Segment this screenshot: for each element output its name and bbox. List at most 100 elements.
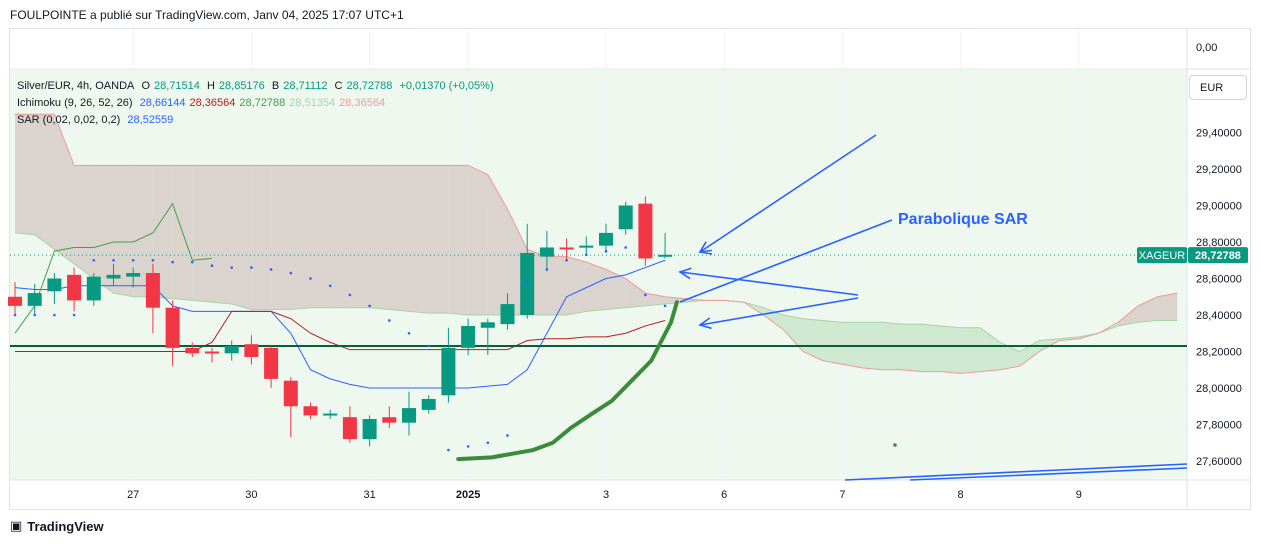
candle-body bbox=[599, 232, 613, 246]
ichimoku-value: 28,36564 bbox=[339, 97, 386, 109]
cloud-segment bbox=[15, 114, 35, 235]
y-tick-label: 28,60000 bbox=[1196, 274, 1242, 286]
ichimoku-cloud bbox=[15, 114, 1178, 374]
ichimoku-value: 28,66144 bbox=[139, 97, 186, 109]
tradingview-logo[interactable]: ▣ TradingView bbox=[10, 518, 104, 534]
chikou-span-line bbox=[14, 202, 213, 334]
cloud-segment bbox=[310, 165, 331, 308]
sar-dot bbox=[447, 448, 450, 452]
candle-body bbox=[441, 347, 456, 396]
cloud-segment bbox=[231, 165, 252, 310]
y-tick-label: 29,40000 bbox=[1196, 128, 1242, 140]
cloud-segment bbox=[93, 165, 114, 294]
cloud-segment bbox=[428, 165, 449, 314]
sar-dot bbox=[585, 253, 588, 257]
cloud-segment bbox=[546, 256, 567, 315]
sar-dot bbox=[250, 266, 253, 269]
candle-body bbox=[638, 203, 653, 259]
candle-body bbox=[500, 304, 515, 325]
sar-dot bbox=[328, 284, 332, 288]
annotation-arrowhead-tail bbox=[699, 251, 713, 255]
legend-ichimoku-row[interactable]: Ichimoku (9, 26, 52, 26) 28,66144 28,3656… bbox=[17, 97, 393, 109]
sar-dot bbox=[112, 258, 115, 262]
sar-dot bbox=[466, 445, 470, 448]
cloud-segment bbox=[921, 324, 941, 372]
annotation-green-dot bbox=[893, 443, 897, 447]
legend-symbol-row: Silver/EUR, 4h, OANDA O 28,71514 H 28,8517… bbox=[17, 80, 498, 92]
candle-body bbox=[579, 245, 594, 248]
candle-body bbox=[539, 247, 554, 257]
cloud-segment bbox=[113, 165, 134, 297]
sar-dot bbox=[289, 271, 293, 275]
legend-symbol: Silver/EUR, 4h, OANDA bbox=[17, 80, 135, 92]
axes: 0,00 29,40000 29,20000 29,00000 28,80000 28,6… bbox=[127, 42, 1248, 501]
sar-dot bbox=[565, 258, 568, 262]
candle-body bbox=[244, 344, 259, 357]
cloud-segment bbox=[212, 165, 232, 305]
sar-dot bbox=[72, 313, 76, 317]
y-tick-label: 27,80000 bbox=[1196, 420, 1242, 432]
annotation-arrow-line bbox=[699, 134, 877, 253]
x-tick-label: 9 bbox=[1076, 489, 1082, 501]
sar-dot bbox=[151, 258, 155, 262]
y-tick-label: 28,00000 bbox=[1196, 383, 1242, 395]
cloud-segment bbox=[54, 114, 75, 264]
sar-dot bbox=[53, 313, 56, 317]
candles bbox=[8, 196, 673, 447]
chart-frame bbox=[9, 28, 1251, 510]
legend-ichimoku-label: Ichimoku (9, 26, 52, 26) bbox=[17, 97, 133, 109]
senkou-span-a-line bbox=[14, 232, 1178, 353]
price-badge bbox=[1188, 247, 1248, 264]
candle-body bbox=[185, 347, 200, 354]
candle-body bbox=[323, 413, 338, 416]
candle-body bbox=[618, 205, 633, 230]
annotation-arrow-line bbox=[679, 219, 893, 303]
legend-sar-row[interactable]: SAR (0,02, 0,02, 0,2) 28,52559 bbox=[17, 114, 177, 126]
cloud-segment bbox=[34, 114, 55, 250]
candle-body bbox=[461, 325, 476, 348]
legend-close: C 28,72788 bbox=[334, 80, 393, 92]
y-tick-label: 28,40000 bbox=[1196, 310, 1242, 322]
sar-dot bbox=[663, 304, 667, 308]
candle-body bbox=[106, 274, 121, 279]
x-tick-label: 7 bbox=[839, 489, 845, 501]
candle-body bbox=[342, 417, 357, 440]
annotation-arrowhead bbox=[698, 317, 712, 330]
candle-body bbox=[559, 247, 574, 250]
ichimoku-value: 28,51354 bbox=[289, 97, 336, 109]
sar-dot bbox=[309, 277, 312, 280]
sar-dot bbox=[230, 266, 233, 269]
candle-body bbox=[224, 346, 239, 354]
cloud-segment bbox=[192, 165, 212, 303]
candle-body bbox=[165, 307, 180, 348]
sar-dot bbox=[92, 258, 96, 262]
symbol-badge bbox=[1137, 247, 1187, 264]
legend-sar-value: 28,52559 bbox=[127, 114, 174, 126]
cloud-segment bbox=[369, 165, 390, 310]
legend-sar-label: SAR (0,02, 0,02, 0,2) bbox=[17, 114, 121, 126]
cloud-segment bbox=[586, 262, 606, 312]
cloud-segment bbox=[625, 278, 646, 308]
annotation-trend-line bbox=[844, 463, 1188, 481]
annotations: Parabolique SAR bbox=[456, 134, 1188, 481]
annotation-green-curve bbox=[456, 300, 679, 462]
cloud-segment bbox=[1137, 296, 1158, 323]
cloud-segment bbox=[389, 165, 409, 312]
candle-body bbox=[67, 274, 82, 301]
cloud-segment bbox=[152, 165, 173, 299]
ichimoku-value: 28,72788 bbox=[239, 97, 286, 109]
tradingview-brand: TradingView bbox=[27, 518, 104, 534]
cloud-segment bbox=[822, 320, 843, 365]
cloud-segment bbox=[1118, 305, 1138, 326]
sar-dot bbox=[486, 441, 490, 445]
sar-dot bbox=[269, 268, 273, 271]
y-tick-label: 29,20000 bbox=[1196, 164, 1242, 176]
sar-dot bbox=[604, 249, 608, 253]
cloud-segment bbox=[803, 318, 823, 361]
sar-dots bbox=[13, 246, 667, 452]
candle-body bbox=[264, 347, 279, 379]
cloud-segment bbox=[448, 165, 469, 315]
x-tick-label: 2025 bbox=[456, 489, 480, 501]
currency-button[interactable]: EUR bbox=[1189, 75, 1247, 100]
